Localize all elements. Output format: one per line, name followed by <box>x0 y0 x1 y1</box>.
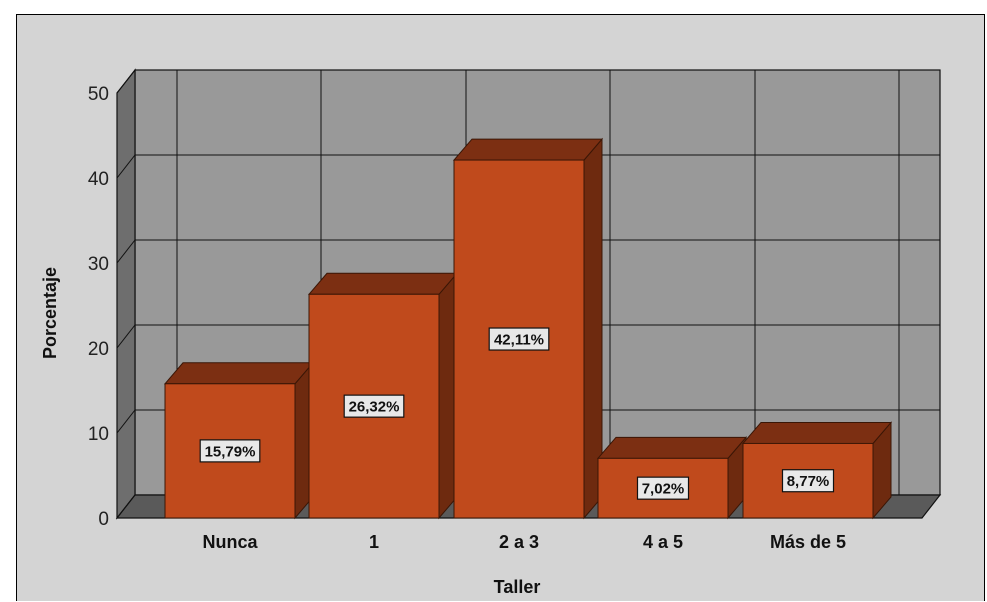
y-tick-label: 20 <box>88 339 109 360</box>
gridline-left-wall <box>116 324 136 349</box>
gridline-left-wall <box>116 409 136 434</box>
data-label-box <box>636 476 690 500</box>
x-tick-label: 2 a 3 <box>499 532 539 552</box>
bar-top <box>307 272 459 295</box>
x-tick-label: 4 a 5 <box>643 532 683 552</box>
bar-top <box>596 436 748 459</box>
data-label: 8,77% <box>787 473 830 490</box>
x-tick-label: Más de 5 <box>770 532 846 552</box>
data-label: 15,79% <box>205 443 256 460</box>
bars: 15,79% 26,32% 42,11% 7,02% 8,77% <box>163 137 893 520</box>
gridline-left-wall <box>116 494 136 519</box>
bar-0: 15,79% <box>163 361 315 520</box>
y-axis-title: Porcentaje <box>40 267 60 359</box>
bar-3: 7,02% <box>596 435 748 520</box>
data-label: 7,02% <box>642 481 685 498</box>
bar-chart: 0 10 20 30 40 50 15,79% 26,32% 42,11% 7,02% 8,77%… <box>40 68 942 597</box>
gridline-left-wall <box>116 69 136 94</box>
y-axis-ticks: 0 10 20 30 40 50 <box>88 84 109 530</box>
x-tick-label: 1 <box>369 532 379 552</box>
plot-left-wall <box>116 68 136 520</box>
bar-4: 8,77% <box>741 421 893 520</box>
bar-1: 26,32% <box>307 271 459 520</box>
bar-top <box>741 421 893 444</box>
gridline-left-wall <box>116 154 136 179</box>
x-tick-label: Nunca <box>202 532 258 552</box>
y-tick-label: 10 <box>88 424 109 445</box>
chart-frame: 0 10 20 30 40 50 15,79% 26,32% 42,11% 7,02% 8,77%… <box>16 14 985 601</box>
y-tick-label: 50 <box>88 84 109 105</box>
data-label-box <box>343 394 405 418</box>
data-label-box <box>199 439 261 463</box>
y-tick-label: 0 <box>98 509 109 530</box>
data-label-box <box>781 469 835 493</box>
y-tick-label: 30 <box>88 254 109 275</box>
x-axis-labels: Nunca 1 2 a 3 4 a 5 Más de 5 <box>202 532 846 552</box>
bar-top <box>163 362 315 385</box>
bar-2: 42,11% <box>452 137 604 520</box>
data-label: 26,32% <box>349 399 400 416</box>
gridline-left-wall <box>116 239 136 264</box>
data-label-box <box>488 327 550 351</box>
data-label: 42,11% <box>494 332 544 349</box>
y-tick-label: 40 <box>88 169 109 190</box>
x-axis-title: Taller <box>494 577 541 597</box>
bar-top <box>452 138 604 161</box>
bar-front <box>308 293 440 519</box>
